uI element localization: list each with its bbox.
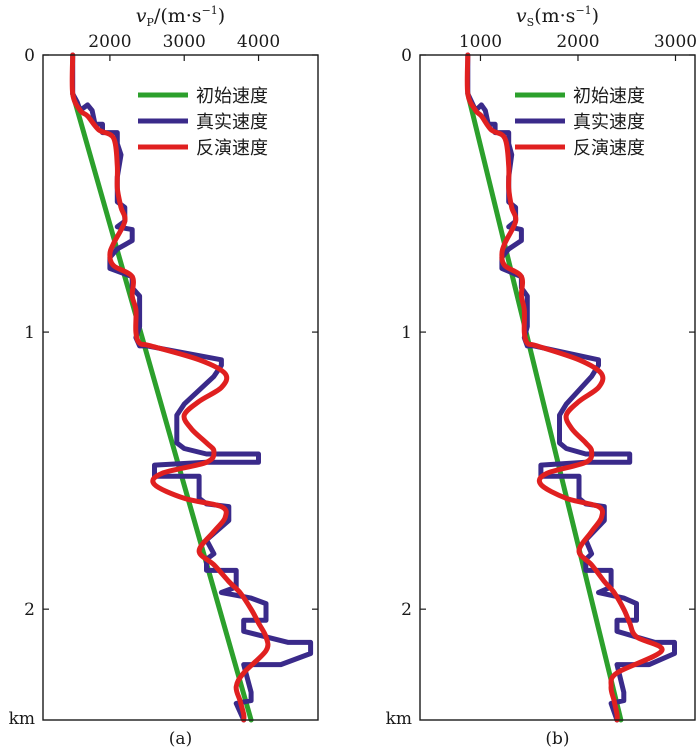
plot-frame (419, 54, 696, 721)
x-tick-label: 4000 (237, 32, 280, 52)
y-tick-label: 0 (24, 46, 35, 66)
x-axis-title: vP/(m·s−1) (136, 4, 225, 29)
chart-panel-2: 1000 2000 3000 0 1 2 km vS(m·s−1) (b) 初始速度真实速度反演速… (386, 4, 698, 749)
legend-label: 真实速度 (196, 112, 268, 133)
x-tick-label: 3000 (654, 32, 697, 52)
y-axis-label: km (9, 709, 35, 729)
series-line-1 (465, 91, 624, 723)
y-tick-label: 2 (401, 600, 412, 620)
x-tick-label: 3000 (163, 32, 206, 52)
series-line-3 (69, 52, 271, 723)
x-tick-label: 2000 (88, 32, 131, 52)
y-tick-label: 0 (401, 46, 412, 66)
chart-panel-1: 2000 3000 4000 0 1 2 km vP/(m·s−1) (a) 初始速度真实速度反演… (9, 4, 319, 749)
series-line-3 (464, 52, 665, 723)
x-axis-title: vS(m·s−1) (516, 4, 599, 29)
series-line-1 (70, 91, 254, 723)
y-tick-label: 2 (24, 600, 35, 620)
panel-label: (b) (545, 729, 569, 749)
y-tick-label: 1 (24, 323, 35, 343)
legend-label: 初始速度 (196, 86, 268, 107)
x-tick-label: 1000 (459, 32, 502, 52)
legend-label: 初始速度 (573, 86, 645, 107)
legend-label: 真实速度 (573, 112, 645, 133)
x-tick-label: 2000 (556, 32, 599, 52)
series-line-2 (70, 52, 314, 723)
y-axis-label: km (386, 709, 412, 729)
panel-label: (a) (169, 729, 192, 749)
y-tick-label: 1 (401, 323, 412, 343)
legend-label: 反演速度 (196, 138, 268, 159)
legend-label: 反演速度 (573, 138, 645, 159)
plot-frame (42, 54, 319, 721)
series-line-2 (465, 52, 677, 723)
